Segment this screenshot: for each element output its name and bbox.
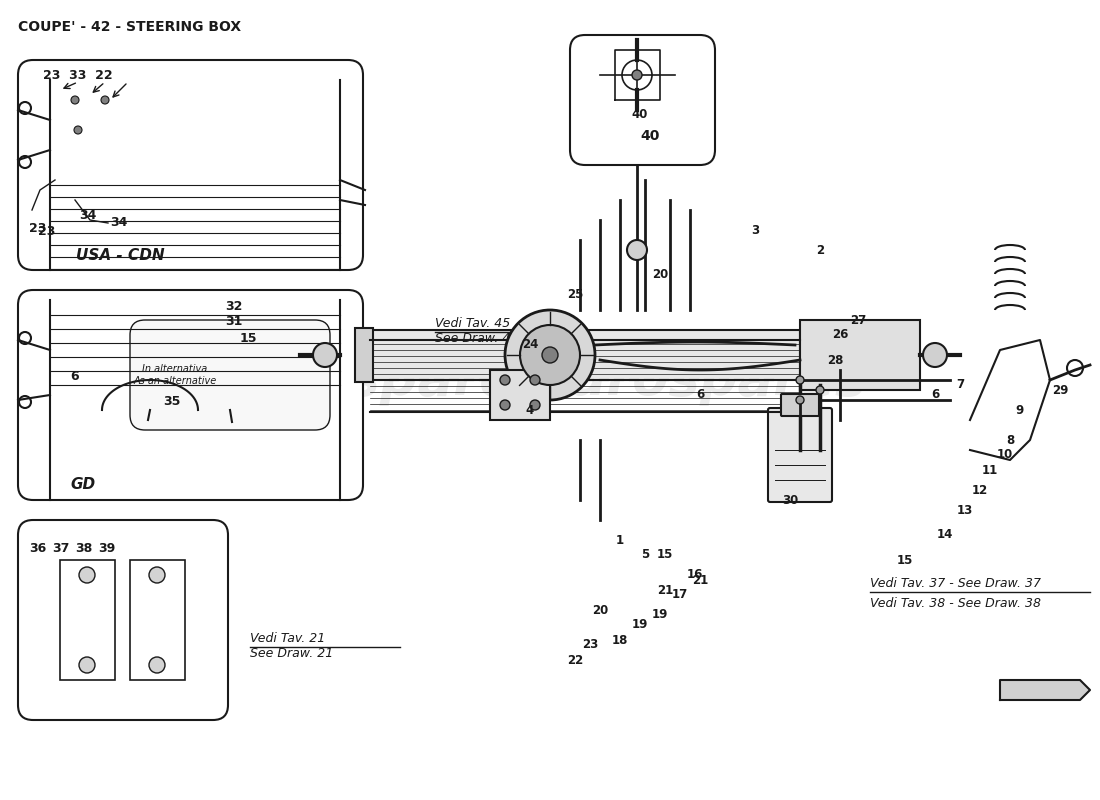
Text: 20: 20 <box>592 603 608 617</box>
Text: 26: 26 <box>832 329 848 342</box>
Text: 40: 40 <box>631 109 648 122</box>
Text: 18: 18 <box>612 634 628 646</box>
Circle shape <box>923 343 947 367</box>
Text: 9: 9 <box>1016 403 1024 417</box>
Text: 39: 39 <box>98 542 116 555</box>
FancyBboxPatch shape <box>370 330 800 380</box>
Circle shape <box>101 96 109 104</box>
Text: 15: 15 <box>240 332 257 345</box>
Text: USA - CDN: USA - CDN <box>76 248 164 263</box>
Text: 6: 6 <box>70 370 78 383</box>
Polygon shape <box>1000 680 1090 700</box>
Circle shape <box>530 375 540 385</box>
Text: 27: 27 <box>850 314 866 326</box>
Text: 21: 21 <box>657 583 673 597</box>
Circle shape <box>796 376 804 384</box>
Text: 15: 15 <box>657 549 673 562</box>
Text: See Draw. 45: See Draw. 45 <box>434 332 518 345</box>
FancyBboxPatch shape <box>130 320 330 430</box>
Text: 20: 20 <box>652 269 668 282</box>
FancyBboxPatch shape <box>18 60 363 270</box>
Text: In alternativa
As an alternative: In alternativa As an alternative <box>133 364 217 386</box>
Circle shape <box>632 70 642 80</box>
Circle shape <box>74 126 82 134</box>
Text: 11: 11 <box>982 463 998 477</box>
FancyBboxPatch shape <box>570 35 715 165</box>
Text: Vedi Tav. 45: Vedi Tav. 45 <box>434 317 510 330</box>
Circle shape <box>72 96 79 104</box>
FancyBboxPatch shape <box>768 408 832 502</box>
Text: 23  33  22: 23 33 22 <box>43 69 113 82</box>
Circle shape <box>627 240 647 260</box>
Text: 14: 14 <box>937 529 954 542</box>
Text: 22: 22 <box>566 654 583 666</box>
Text: 19: 19 <box>631 618 648 631</box>
FancyBboxPatch shape <box>18 520 228 720</box>
Text: 17: 17 <box>672 589 689 602</box>
Text: 15: 15 <box>896 554 913 566</box>
Text: GD: GD <box>70 477 95 492</box>
Circle shape <box>79 657 95 673</box>
FancyBboxPatch shape <box>18 290 363 500</box>
Text: 23: 23 <box>39 225 55 238</box>
Circle shape <box>520 325 580 385</box>
Text: eurospares: eurospares <box>534 354 867 406</box>
Circle shape <box>530 400 540 410</box>
Text: 5: 5 <box>641 549 649 562</box>
Circle shape <box>148 567 165 583</box>
Text: 37: 37 <box>53 542 69 555</box>
Text: 2: 2 <box>816 243 824 257</box>
Text: 7: 7 <box>956 378 964 391</box>
Text: 29: 29 <box>1052 383 1068 397</box>
Text: 4: 4 <box>526 403 535 417</box>
Text: 3: 3 <box>751 223 759 237</box>
Text: 34: 34 <box>110 216 128 229</box>
Text: 35: 35 <box>163 395 180 408</box>
Text: 38: 38 <box>76 542 92 555</box>
Text: 23: 23 <box>582 638 598 651</box>
Circle shape <box>148 657 165 673</box>
Circle shape <box>542 347 558 363</box>
Text: Vedi Tav. 38 - See Draw. 38: Vedi Tav. 38 - See Draw. 38 <box>870 597 1041 610</box>
Circle shape <box>500 375 510 385</box>
Text: 19: 19 <box>652 609 668 622</box>
Text: 40: 40 <box>640 129 659 143</box>
Text: 34: 34 <box>79 209 97 222</box>
FancyBboxPatch shape <box>800 320 920 390</box>
Text: 6: 6 <box>696 389 704 402</box>
Circle shape <box>500 400 510 410</box>
Text: 13: 13 <box>957 503 974 517</box>
Text: 24: 24 <box>521 338 538 351</box>
Text: COUPE' - 42 - STEERING BOX: COUPE' - 42 - STEERING BOX <box>18 20 241 34</box>
Circle shape <box>79 567 95 583</box>
Circle shape <box>505 310 595 400</box>
Text: 32: 32 <box>226 300 242 313</box>
Circle shape <box>796 396 804 404</box>
Text: Vedi Tav. 21: Vedi Tav. 21 <box>250 632 326 645</box>
FancyBboxPatch shape <box>781 394 820 416</box>
Text: 31: 31 <box>226 315 242 328</box>
Text: 28: 28 <box>827 354 844 366</box>
Text: 8: 8 <box>1005 434 1014 446</box>
Text: 25: 25 <box>566 289 583 302</box>
FancyBboxPatch shape <box>60 560 116 680</box>
Circle shape <box>816 386 824 394</box>
FancyBboxPatch shape <box>130 560 185 680</box>
Text: 21: 21 <box>692 574 708 586</box>
Text: eurospares: eurospares <box>213 354 547 406</box>
Text: 23: 23 <box>30 222 46 235</box>
FancyBboxPatch shape <box>490 370 550 420</box>
Text: 36: 36 <box>30 542 46 555</box>
Text: 12: 12 <box>972 483 988 497</box>
Circle shape <box>314 343 337 367</box>
Text: 1: 1 <box>616 534 624 546</box>
Text: 30: 30 <box>782 494 799 506</box>
Text: Vedi Tav. 37 - See Draw. 37: Vedi Tav. 37 - See Draw. 37 <box>870 577 1041 590</box>
Text: 10: 10 <box>997 449 1013 462</box>
Text: 16: 16 <box>686 569 703 582</box>
FancyBboxPatch shape <box>355 328 373 382</box>
Text: See Draw. 21: See Draw. 21 <box>250 647 333 660</box>
Text: 6: 6 <box>931 389 939 402</box>
